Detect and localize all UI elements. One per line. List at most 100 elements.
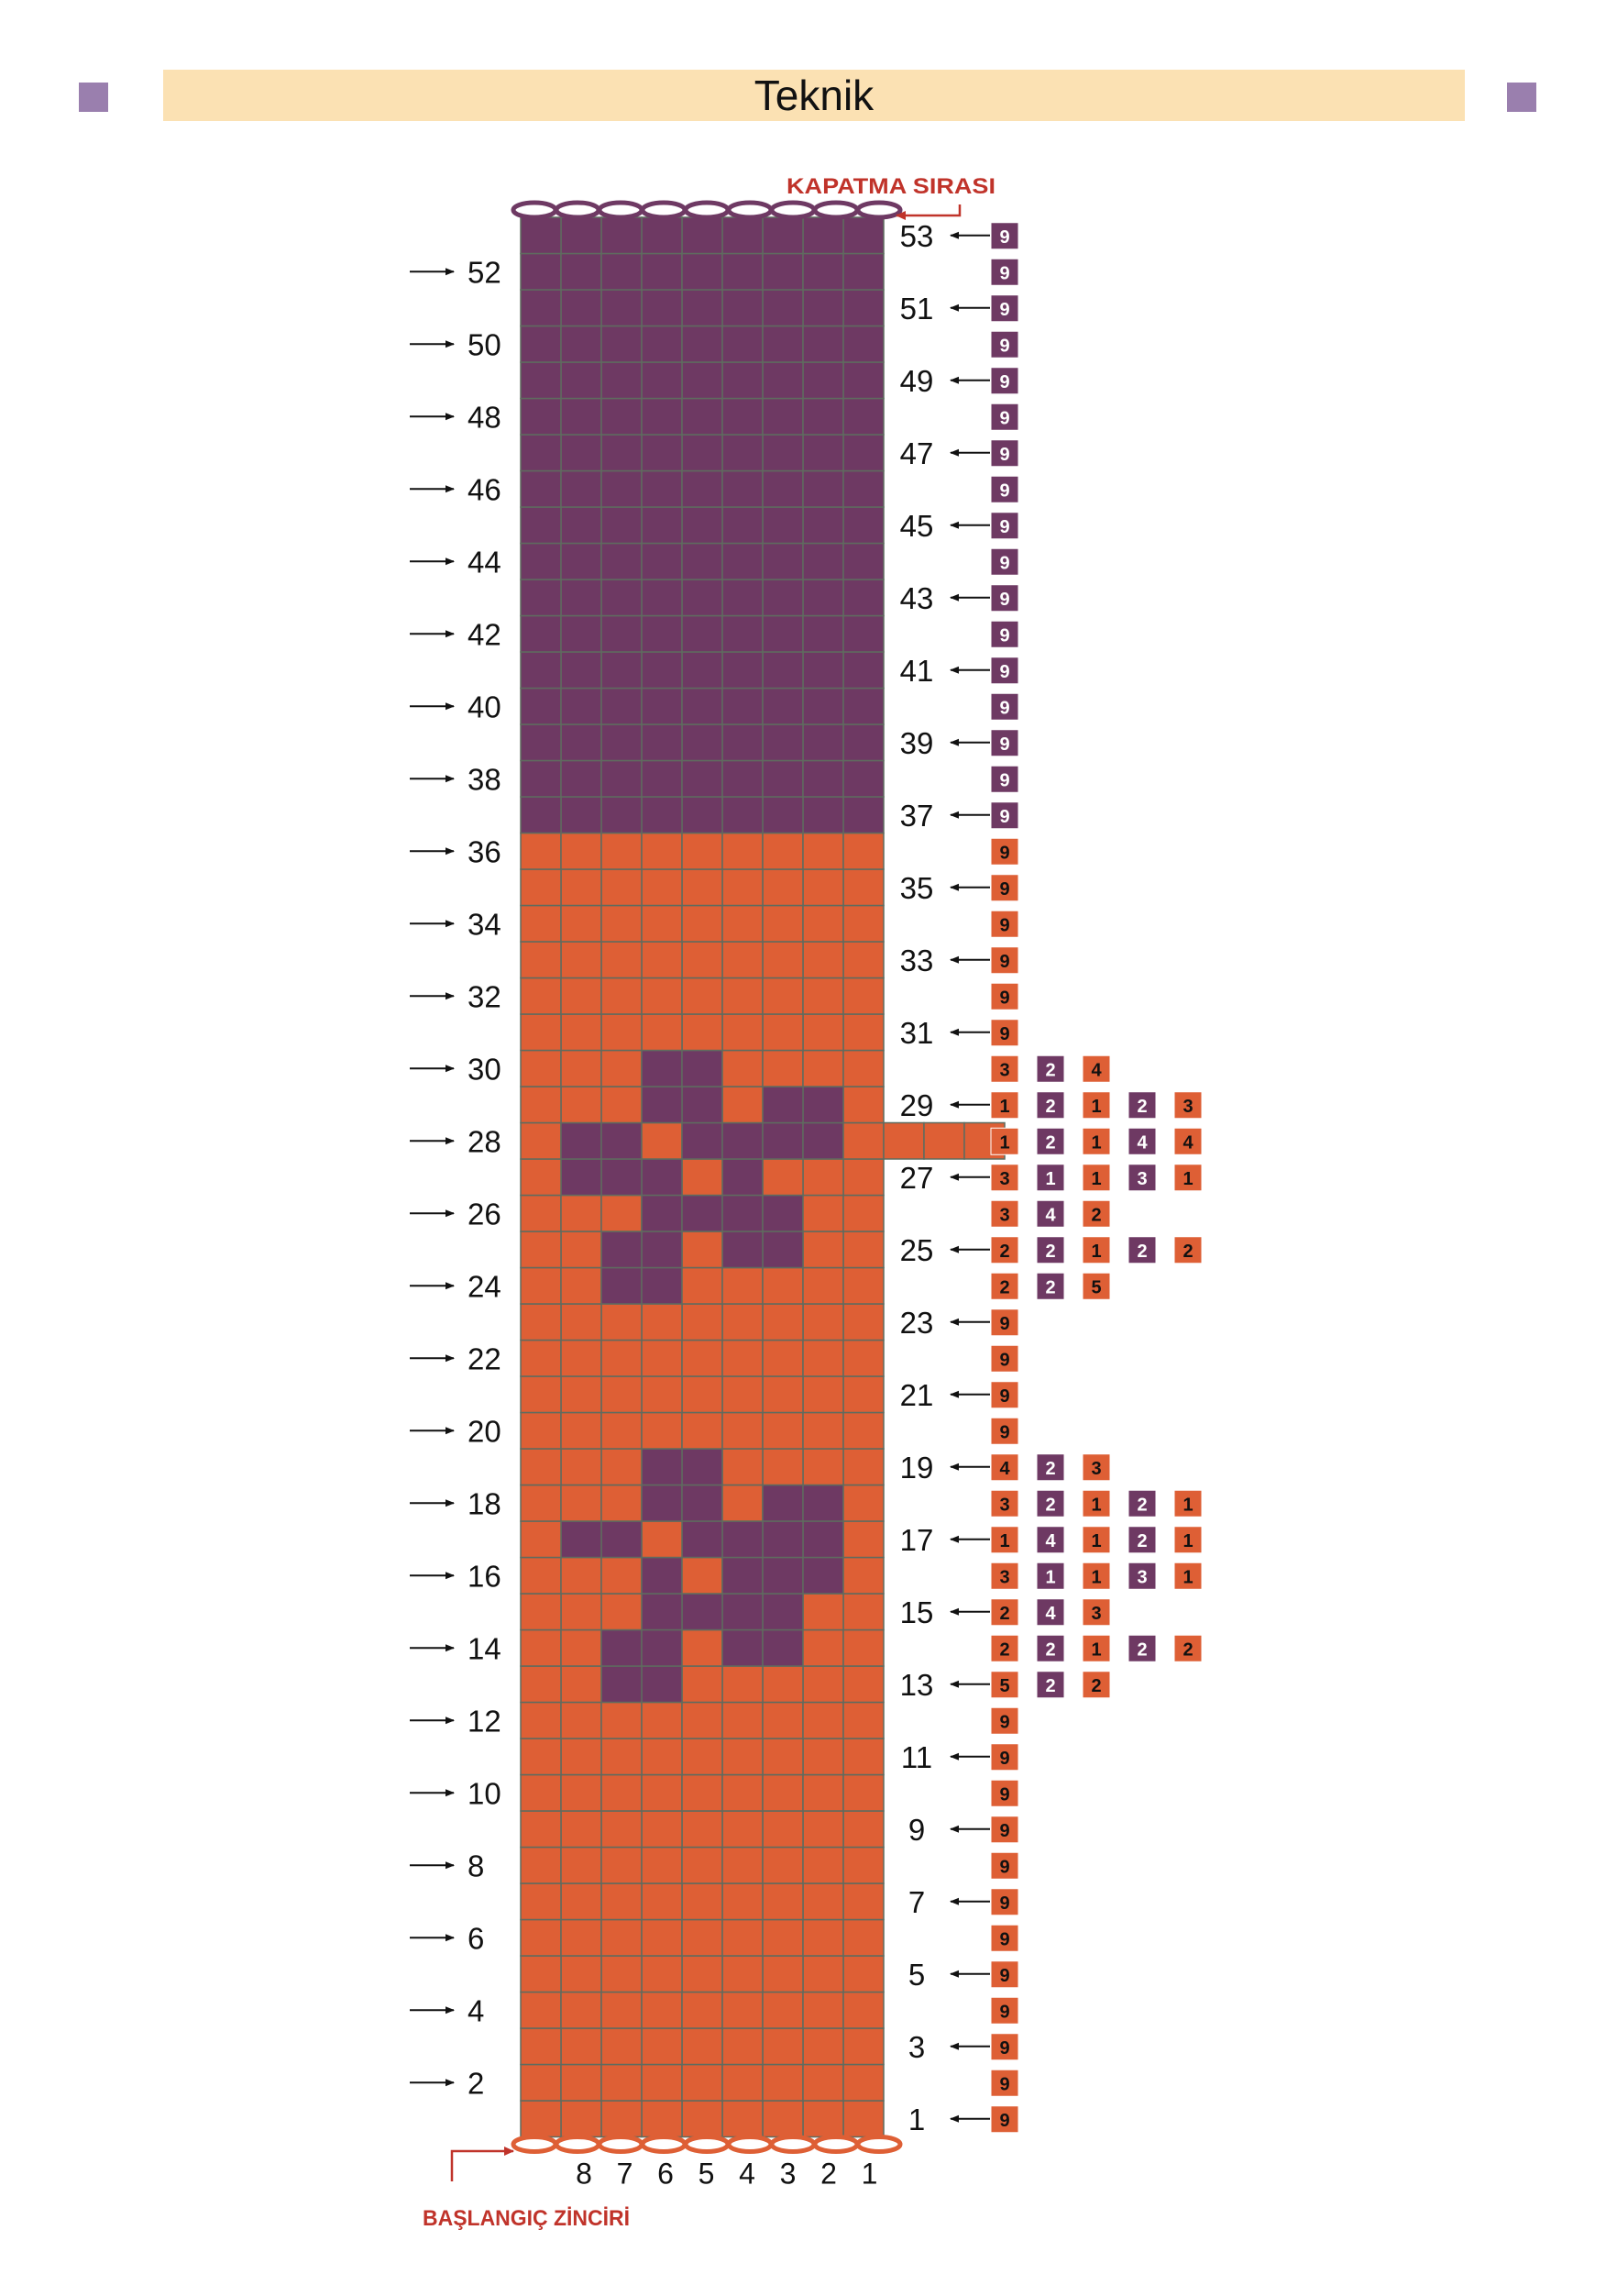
count-number: 9: [999, 445, 1009, 465]
grid-cell: [520, 759, 562, 798]
grid-cell: [600, 1665, 643, 1704]
count-number: 9: [999, 1966, 1009, 1986]
corner-square-right: [1507, 83, 1536, 112]
count-box: [1036, 1598, 1065, 1627]
grid-cell: [520, 542, 562, 580]
row-number: 28: [468, 1124, 501, 1158]
grid-cell: [721, 1738, 764, 1776]
grid-cell: [560, 1955, 602, 1993]
closing-chain-link: [855, 200, 903, 220]
grid-cell: [641, 1846, 683, 1884]
grid-cell: [520, 1520, 562, 1559]
starting-chain-link: [769, 2135, 817, 2154]
grid-cell: [681, 434, 723, 472]
grid-cell: [520, 506, 562, 545]
count-box: [990, 837, 1019, 866]
count-number: 4: [1091, 1060, 1102, 1080]
grid-cell: [842, 651, 885, 690]
starting-chain-link: [511, 2135, 558, 2154]
grid-cell: [600, 1701, 643, 1739]
grid-cell: [641, 1738, 683, 1776]
grid-cell: [641, 325, 683, 363]
grid-cell: [762, 1121, 804, 1160]
grid-cell: [600, 977, 643, 1015]
grid-cell: [762, 1049, 804, 1087]
grid-cell: [681, 1266, 723, 1305]
grid-cell: [762, 469, 804, 508]
grid-cell: [681, 2027, 723, 2066]
grid-cell: [560, 325, 602, 363]
count-number: 2: [1137, 1495, 1147, 1515]
count-number: 9: [999, 1350, 1009, 1370]
grid-cell: [560, 1448, 602, 1486]
count-number: 4: [1137, 1132, 1148, 1153]
grid-cell: [802, 1013, 844, 1052]
grid-cell: [520, 1448, 562, 1486]
count-number: 9: [999, 408, 1009, 428]
grid-cell: [681, 2100, 723, 2138]
closing-chain-link: [812, 200, 860, 220]
starting-chain-link: [855, 2135, 903, 2154]
grid-cell: [560, 1628, 602, 1667]
grid-cell: [600, 1158, 643, 1197]
count-box: [1082, 1199, 1111, 1228]
count-number: 2: [1091, 1676, 1101, 1696]
grid-cell: [681, 1918, 723, 1957]
count-box: [990, 475, 1019, 503]
grid-cell: [681, 1556, 723, 1595]
grid-cell: [641, 868, 683, 907]
grid-cell: [641, 904, 683, 943]
count-number: 9: [999, 843, 1009, 863]
count-number: 2: [1045, 1459, 1055, 1479]
count-box: [990, 1996, 1019, 2025]
count-box: [990, 1743, 1019, 1772]
grid-cell: [721, 1918, 764, 1957]
grid-cell: [721, 1955, 764, 1993]
annotations: KAPATMA SIRASI BAŞLANGIÇ ZİNCİRİ: [423, 174, 996, 2231]
grid-cell: [520, 1049, 562, 1087]
grid-cell: [600, 1484, 643, 1522]
count-box: [990, 403, 1019, 431]
grid-cell: [641, 1121, 683, 1160]
grid-cell: [520, 1411, 562, 1450]
grid-cell: [842, 1375, 885, 1414]
grid-cell: [802, 941, 844, 979]
grid-cell: [520, 1375, 562, 1414]
grid-cell: [762, 1882, 804, 1921]
grid-cell: [721, 542, 764, 580]
starting-chain-label: BAŞLANGIÇ ZİNCİRİ: [423, 2206, 630, 2231]
grid-cell: [641, 469, 683, 508]
grid-cell: [560, 1158, 602, 1197]
grid-cell: [842, 1701, 885, 1739]
grid-cell: [681, 723, 723, 762]
grid-cell: [600, 1231, 643, 1269]
grid-cell: [560, 1738, 602, 1776]
grid-cell: [802, 1955, 844, 1993]
grid-cell: [560, 1556, 602, 1595]
grid-cell: [802, 904, 844, 943]
grid-cell: [802, 796, 844, 834]
grid-cell: [842, 1846, 885, 1884]
grid-cell: [520, 941, 562, 979]
grid-cell: [641, 1411, 683, 1450]
grid-cell: [560, 1375, 602, 1414]
count-box: [990, 620, 1019, 648]
grid-cell: [560, 579, 602, 617]
row-number: 19: [900, 1451, 934, 1485]
chain-rows: [511, 200, 903, 2154]
grid-cell: [842, 1593, 885, 1631]
grid-cell: [681, 1991, 723, 2029]
grid-cell: [600, 1918, 643, 1957]
grid-cell: [600, 1049, 643, 1087]
grid-cell: [681, 506, 723, 545]
row-number: 33: [900, 944, 934, 977]
grid-cell: [762, 1013, 804, 1052]
grid-cell: [802, 1556, 844, 1595]
grid-cell: [842, 1231, 885, 1269]
grid-cell: [520, 1086, 562, 1124]
count-number: 2: [1137, 1242, 1147, 1262]
grid-cell: [600, 1882, 643, 1921]
grid-cell: [721, 796, 764, 834]
count-number: 9: [999, 1784, 1009, 1805]
count-number: 9: [999, 2074, 1009, 2094]
